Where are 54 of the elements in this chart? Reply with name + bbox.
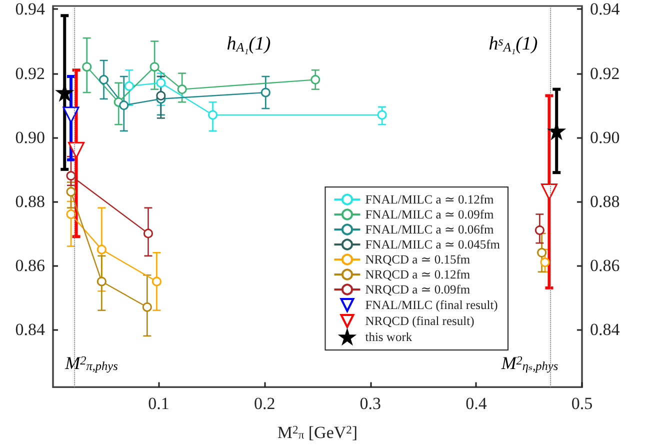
legend-label: NRQCD (final result) [365,314,474,328]
y-tick-label: 0.94 [15,0,46,19]
point [208,110,218,120]
point [68,142,85,158]
point [177,84,187,94]
y-tick-label: 0.84 [15,320,46,340]
point [156,78,166,88]
point [152,276,162,286]
y-tick-label: 0.92 [15,64,45,83]
point [377,110,387,120]
legend-label: FNAL/MILC (final result) [365,298,498,312]
point [62,106,80,124]
point [66,187,76,197]
annotation: hA₁(1) [226,33,271,54]
y-tick-label: 0.86 [15,256,45,275]
legend-label: FNAL/MILC a ≃ 0.06fm [365,222,494,236]
point [99,74,109,84]
y2-tick-label: 0.90 [590,128,620,147]
legend-label: FNAL/MILC a ≃ 0.12fm [365,192,494,206]
x-tick-label: 0.4 [466,394,488,414]
point [96,244,106,254]
point [119,100,129,110]
x-tick-label: 0.2 [254,394,276,414]
y-tick-label: 0.88 [15,192,45,211]
point [66,171,76,181]
point [537,248,547,258]
point [260,88,270,98]
point [82,62,92,72]
legend-label: FNAL/MILC a ≃ 0.09fm [365,208,494,222]
legend-label: this work [365,330,413,344]
point [66,209,76,219]
x-tick-label: 0.5 [571,394,593,414]
point [124,81,134,91]
legend-label: NRQCD a ≃ 0.12fm [365,268,470,282]
y2-tick-label: 0.86 [590,256,620,275]
y-tick-label: 0.90 [15,128,45,147]
legend-label: NRQCD a ≃ 0.15fm [365,252,470,266]
point [142,302,152,312]
point [540,258,550,268]
point [143,228,153,238]
y2-tick-label: 0.88 [590,192,620,211]
y2-tick-label: 0.94 [590,0,620,19]
legend-label: FNAL/MILC a ≃ 0.045fm [365,238,500,252]
y2-tick-label: 0.92 [590,64,620,83]
point [540,184,558,200]
point [96,276,106,286]
x-tick-label: 0.1 [148,394,170,414]
y2-tick-label: 0.84 [590,320,620,340]
point [150,62,160,72]
legend-label: NRQCD a ≃ 0.09fm [365,282,470,296]
point [310,74,320,84]
x-tick-label: 0.3 [360,394,382,414]
point [534,225,544,235]
point [156,90,166,100]
